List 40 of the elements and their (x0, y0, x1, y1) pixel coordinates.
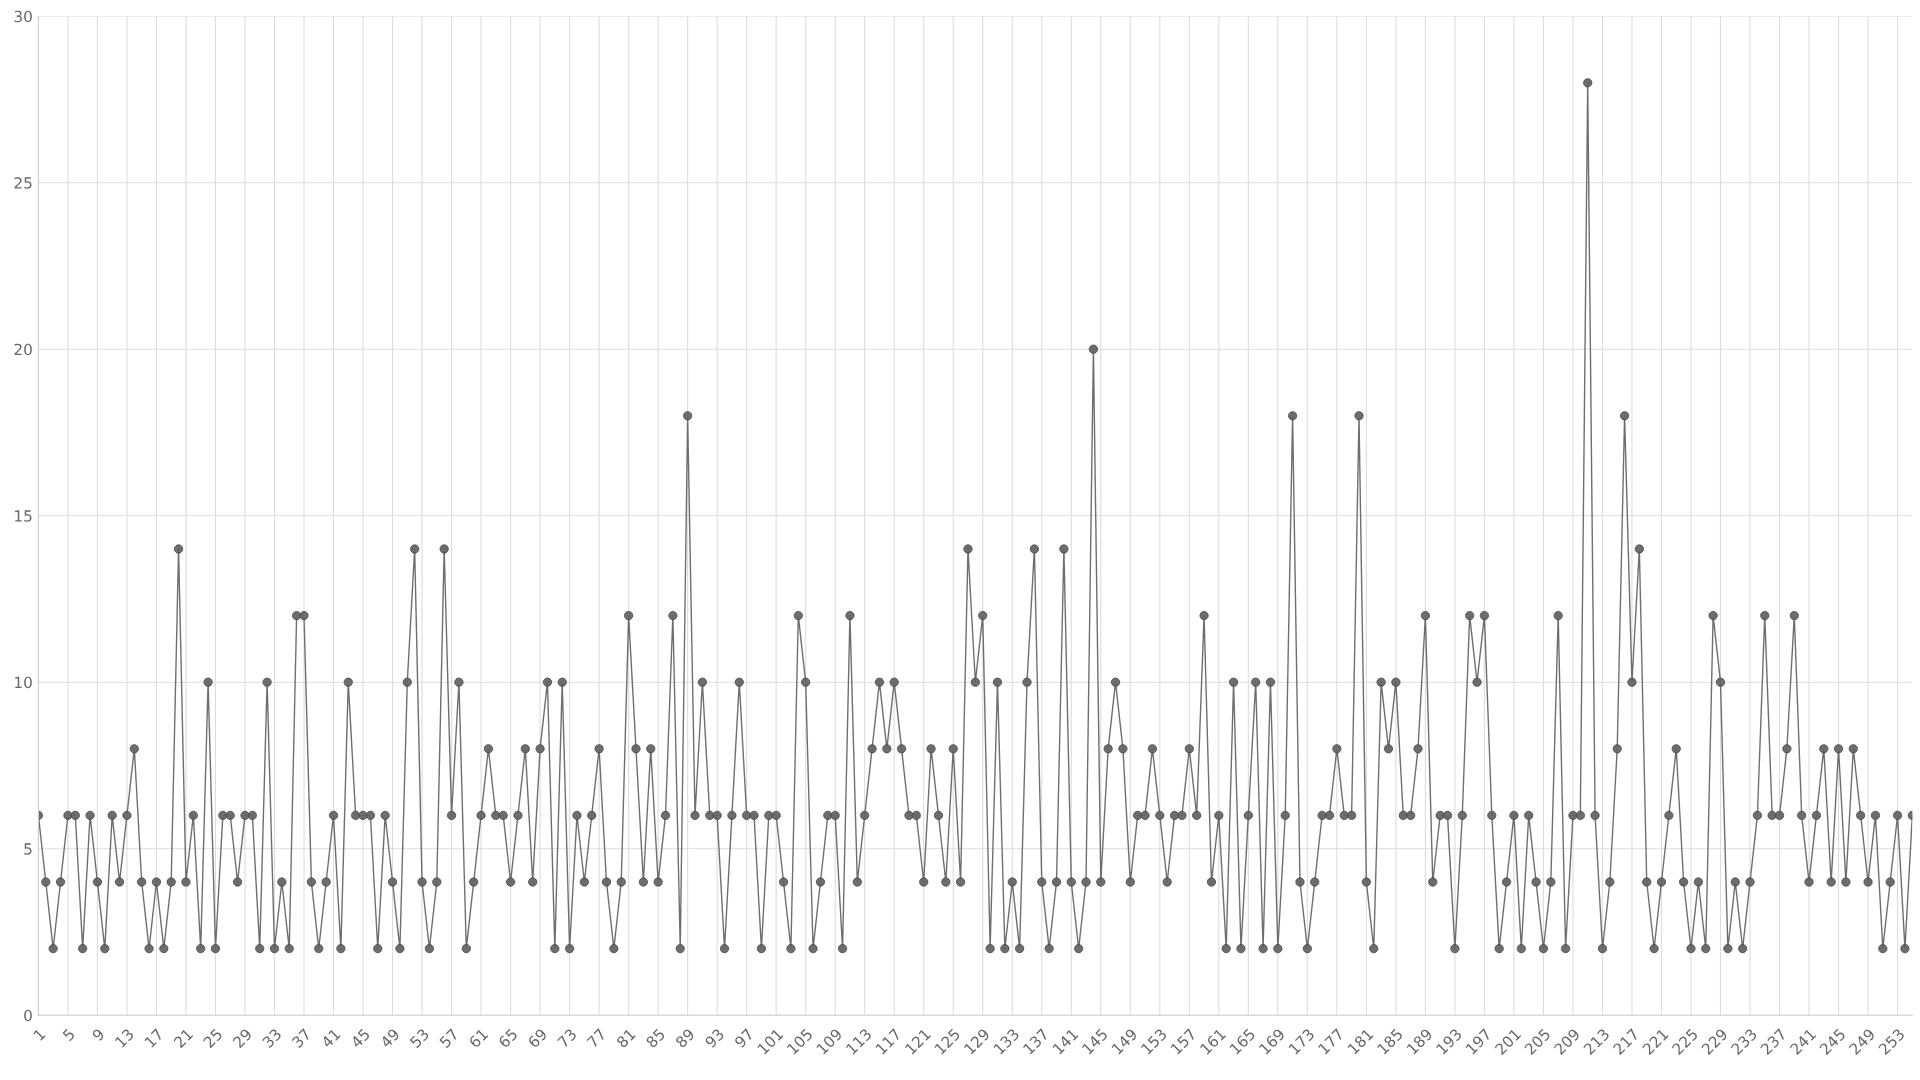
x-tick-label: 77 (586, 1028, 607, 1049)
x-tick-label: 97 (733, 1028, 755, 1049)
x-tick-label: 161 (1199, 1028, 1227, 1055)
x-tick-label: 57 (438, 1028, 459, 1049)
y-tick-label: 30 (14, 10, 32, 23)
x-tick-label: 1 (33, 1028, 46, 1041)
y-tick-label: 0 (24, 1009, 32, 1022)
x-tick-label: 9 (91, 1027, 106, 1042)
x-tick-label: 45 (350, 1028, 371, 1049)
x-tick-label: 13 (114, 1028, 135, 1048)
x-tick-label: 93 (704, 1028, 725, 1049)
x-tick-label: 85 (645, 1028, 666, 1049)
x-tick-label: 53 (409, 1028, 430, 1049)
x-tick-label: 33 (261, 1028, 282, 1049)
y-tick-label: 25 (14, 177, 32, 189)
x-tick-label: 65 (497, 1028, 518, 1049)
x-tick-label: 101 (756, 1028, 784, 1055)
x-tick-label: 201 (1494, 1028, 1522, 1056)
x-tick-label: 61 (468, 1028, 489, 1049)
x-tick-label: 37 (291, 1028, 312, 1049)
x-tick-label: 49 (379, 1027, 401, 1049)
x-tick-label: 81 (615, 1028, 636, 1049)
x-tick-label: 221 (1641, 1028, 1669, 1056)
x-tick-label: 241 (1789, 1028, 1817, 1056)
x-tick-label: 21 (173, 1028, 194, 1049)
x-tick-label: 89 (674, 1027, 696, 1049)
x-tick-label: 25 (202, 1028, 223, 1049)
x-tick-label: 29 (232, 1027, 253, 1049)
x-tick-label: 141 (1052, 1028, 1079, 1055)
x-tick-label: 41 (320, 1028, 341, 1049)
y-tick-label: 10 (15, 676, 32, 689)
y-tick-label: 5 (24, 843, 32, 855)
y-tick-label: 20 (14, 343, 32, 356)
x-tick-label: 69 (527, 1027, 548, 1049)
x-tick-label: 73 (556, 1028, 578, 1049)
y-tick-label: 15 (15, 510, 32, 522)
x-tick-label: 17 (144, 1028, 164, 1048)
x-tick-label: 5 (62, 1028, 76, 1042)
x-tick-label: 121 (904, 1028, 931, 1055)
x-tick-label: 181 (1347, 1028, 1374, 1055)
